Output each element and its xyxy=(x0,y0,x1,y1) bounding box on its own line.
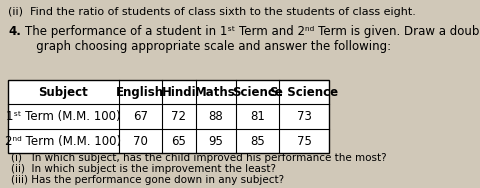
Text: S. Science: S. Science xyxy=(270,86,338,99)
Text: 72: 72 xyxy=(171,110,186,123)
Bar xyxy=(8,80,329,153)
Text: Maths: Maths xyxy=(195,86,236,99)
Text: 75: 75 xyxy=(297,135,312,148)
Text: English: English xyxy=(116,86,164,99)
Text: (ii)  Find the ratio of students of class sixth to the students of class eight.: (ii) Find the ratio of students of class… xyxy=(8,7,416,17)
Text: The performance of a student in 1ˢᵗ Term and 2ⁿᵈ Term is given. Draw a double ba: The performance of a student in 1ˢᵗ Term… xyxy=(25,25,480,53)
Text: Hindi: Hindi xyxy=(161,86,196,99)
Text: 95: 95 xyxy=(208,135,223,148)
Text: Subject: Subject xyxy=(38,86,88,99)
Text: Science: Science xyxy=(232,86,283,99)
Text: (iii) Has the performance gone down in any subject?: (iii) Has the performance gone down in a… xyxy=(12,175,285,185)
Text: 85: 85 xyxy=(250,135,265,148)
Text: 81: 81 xyxy=(250,110,265,123)
Text: 4.: 4. xyxy=(8,25,21,39)
Text: 2ⁿᵈ Term (M.M. 100): 2ⁿᵈ Term (M.M. 100) xyxy=(5,135,121,148)
Text: 88: 88 xyxy=(208,110,223,123)
Text: (ii)  In which subject is the improvement the least?: (ii) In which subject is the improvement… xyxy=(12,164,276,174)
Text: 73: 73 xyxy=(297,110,312,123)
Text: 65: 65 xyxy=(171,135,186,148)
Text: (i)   In which subject, has the child improved his performance the most?: (i) In which subject, has the child impr… xyxy=(12,152,387,163)
Text: 67: 67 xyxy=(133,110,148,123)
Text: 70: 70 xyxy=(133,135,148,148)
Text: 1ˢᵗ Term (M.M. 100): 1ˢᵗ Term (M.M. 100) xyxy=(6,110,120,123)
